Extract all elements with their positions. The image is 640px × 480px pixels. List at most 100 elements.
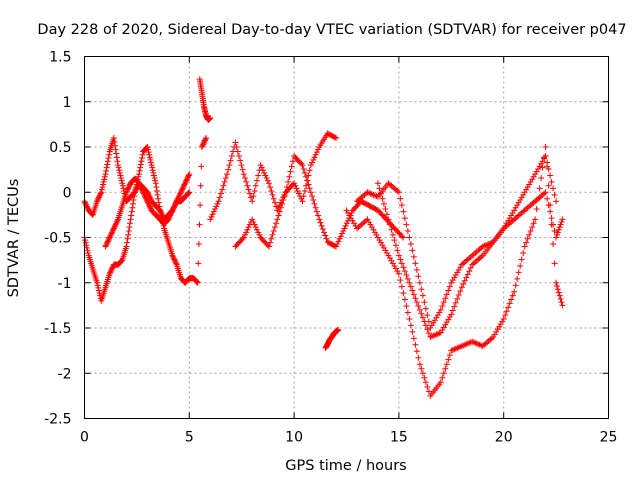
data-point (532, 216, 539, 223)
data-point (539, 191, 546, 198)
data-point (395, 252, 402, 259)
data-point (544, 159, 551, 166)
y-tick-label: 1 (63, 95, 72, 111)
data-point (430, 332, 437, 339)
data-point (478, 342, 485, 349)
data-point (256, 231, 263, 238)
data-point (319, 226, 326, 233)
data-point (104, 238, 111, 245)
data-point (170, 255, 177, 262)
data-point (300, 193, 307, 200)
data-point (400, 208, 407, 215)
data-point (112, 222, 119, 229)
data-point (185, 173, 192, 180)
data-point (174, 197, 181, 204)
data-point (125, 184, 132, 191)
data-point (114, 158, 121, 165)
data-point (353, 198, 360, 205)
data-point (267, 184, 274, 191)
data-point (535, 195, 542, 202)
data-point (114, 217, 121, 224)
data-point (550, 221, 557, 228)
x-tick-label: 0 (80, 430, 89, 446)
data-point (131, 189, 138, 196)
data-point (359, 220, 366, 227)
data-point (307, 189, 314, 196)
data-point (413, 348, 420, 355)
series-track-7 (322, 326, 342, 351)
data-point (443, 319, 450, 326)
data-point (244, 226, 251, 233)
data-point (518, 256, 525, 263)
data-point (151, 175, 158, 182)
data-point (194, 279, 201, 286)
data-point (467, 264, 474, 271)
data-point (502, 224, 509, 231)
data-point (281, 193, 288, 200)
data-point (545, 182, 552, 189)
data-point (470, 339, 477, 346)
data-point (195, 240, 202, 247)
data-point (555, 226, 562, 233)
data-point (241, 175, 248, 182)
data-point (556, 224, 563, 231)
data-point (395, 189, 402, 196)
data-point (401, 215, 408, 222)
data-point (178, 187, 185, 194)
data-point (419, 370, 426, 377)
data-point (123, 189, 130, 196)
data-point (421, 374, 428, 381)
data-point (144, 190, 151, 197)
data-point (434, 312, 441, 319)
data-point (364, 216, 371, 223)
data-point (138, 154, 145, 161)
series-track-1 (81, 134, 210, 304)
data-point (440, 324, 447, 331)
data-point (358, 221, 365, 228)
data-point (182, 180, 189, 187)
data-point (146, 194, 153, 201)
data-point (212, 206, 219, 213)
data-point (94, 279, 101, 286)
data-point (473, 248, 480, 255)
data-point (103, 164, 110, 171)
data-point (397, 195, 404, 202)
data-point (521, 243, 528, 250)
data-point (253, 226, 260, 233)
data-point (400, 290, 407, 297)
data-point (226, 162, 233, 169)
data-point (342, 222, 349, 229)
data-point (529, 224, 536, 231)
data-point (309, 193, 316, 200)
data-point (107, 268, 114, 275)
data-point (287, 168, 294, 175)
data-point (505, 221, 512, 228)
data-point (119, 182, 126, 189)
x-tick-label: 20 (495, 430, 513, 446)
data-point (240, 234, 247, 241)
data-point (113, 154, 120, 161)
data-point (497, 321, 504, 328)
data-point (409, 287, 416, 294)
data-point (139, 151, 146, 158)
data-point (554, 286, 561, 293)
data-point (341, 225, 348, 232)
data-point (355, 197, 362, 204)
data-point (183, 176, 190, 183)
data-point (517, 197, 524, 204)
y-tick-label: 0 (63, 185, 72, 201)
data-point (437, 379, 444, 386)
data-point (379, 242, 386, 249)
data-point (464, 271, 471, 278)
data-point (382, 206, 389, 213)
data-point (243, 178, 250, 185)
data-point (112, 221, 119, 228)
data-point (148, 162, 155, 169)
data-point (484, 339, 491, 346)
data-point (245, 186, 252, 193)
data-point (547, 208, 554, 215)
data-point (431, 332, 438, 339)
data-point (82, 239, 89, 246)
data-point (133, 186, 140, 193)
data-point (177, 189, 184, 196)
